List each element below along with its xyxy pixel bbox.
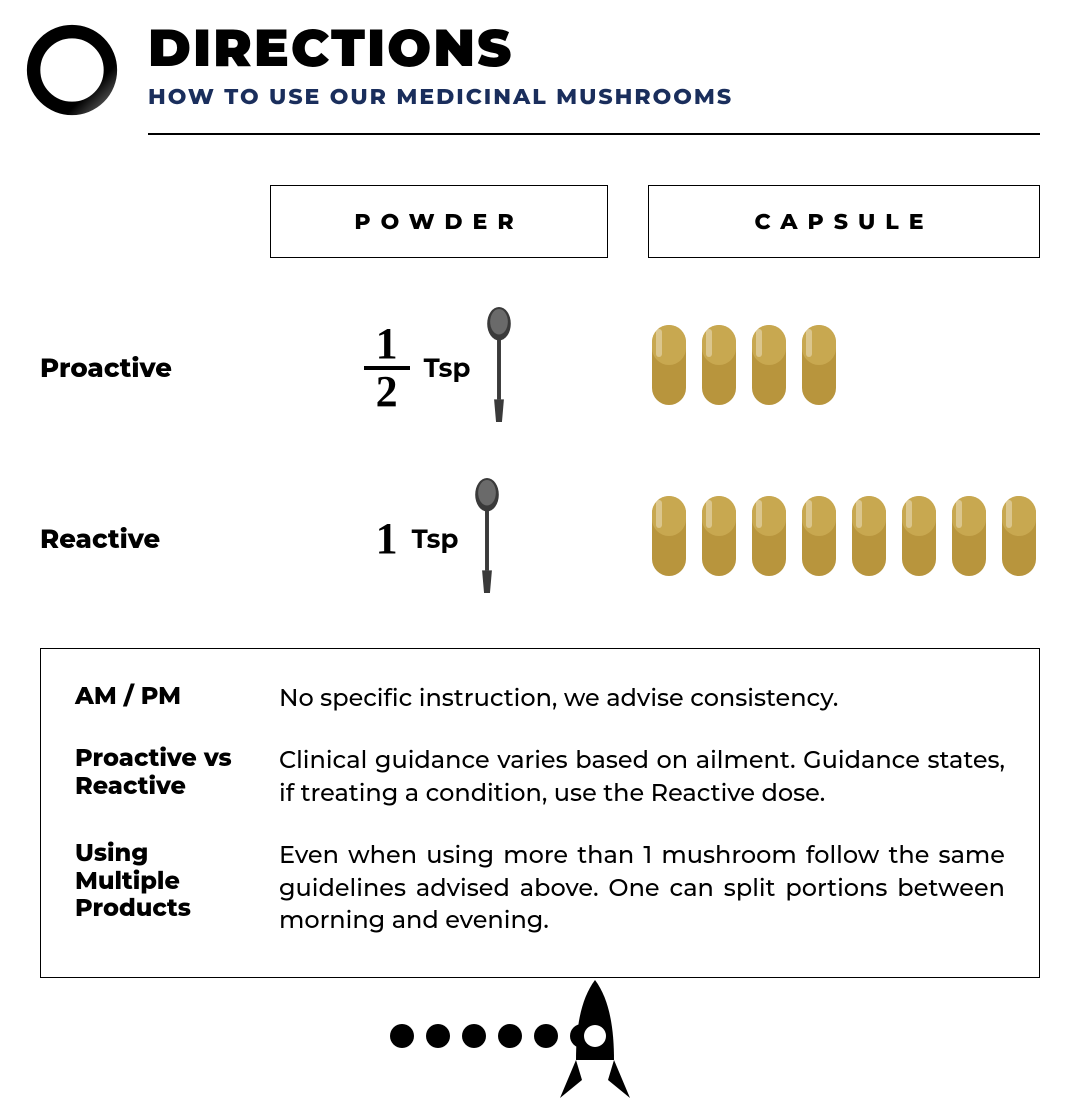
footer-dot bbox=[390, 1024, 414, 1048]
notes-box: AM / PM No specific instruction, we advi… bbox=[40, 648, 1040, 978]
capsule-cell-reactive bbox=[648, 490, 1040, 587]
unit-label: Tsp bbox=[412, 523, 459, 555]
spoon-icon bbox=[484, 306, 514, 429]
powder-cell-proactive: 1 2 Tsp bbox=[270, 306, 608, 429]
note-label-am-pm: AM / PM bbox=[75, 683, 255, 711]
unit-label: Tsp bbox=[424, 352, 471, 384]
capsule-icon bbox=[648, 319, 690, 416]
footer-ornament bbox=[0, 980, 1080, 1100]
footer-dot bbox=[498, 1024, 522, 1048]
capsule-icon bbox=[698, 490, 740, 587]
logo-ring-icon bbox=[24, 18, 120, 123]
page-title: DIRECTIONS bbox=[148, 22, 1040, 77]
note-body-am-pm: No specific instruction, we advise consi… bbox=[279, 683, 1005, 715]
capsule-cell-proactive bbox=[648, 319, 1040, 416]
capsule-icon bbox=[748, 490, 790, 587]
footer-dot bbox=[462, 1024, 486, 1048]
page-subtitle: HOW TO USE OUR MEDICINAL MUSHROOMS bbox=[148, 83, 1040, 110]
capsule-icon bbox=[898, 490, 940, 587]
footer-dot bbox=[426, 1024, 450, 1048]
fraction-numerator: 1 bbox=[376, 324, 398, 364]
capsule-icon bbox=[648, 490, 690, 587]
note-body-multiple: Even when using more than 1 mushroom fol… bbox=[279, 840, 1005, 937]
dosage-grid: POWDER CAPSULE Proactive 1 2 Tsp bbox=[40, 185, 1040, 600]
note-label-proactive-vs-reactive: Proactive vs Reactive bbox=[75, 745, 255, 800]
rocket-icon bbox=[550, 980, 640, 1100]
capsule-icon bbox=[948, 490, 990, 587]
powder-cell-reactive: 1 Tsp bbox=[270, 477, 608, 600]
capsule-icon bbox=[748, 319, 790, 416]
column-header-capsule: CAPSULE bbox=[648, 185, 1040, 258]
note-body-proactive-vs-reactive: Clinical guidance varies based on ailmen… bbox=[279, 745, 1005, 810]
fraction-half: 1 2 bbox=[364, 324, 410, 411]
spoon-icon bbox=[472, 477, 502, 600]
capsule-icon bbox=[798, 319, 840, 416]
capsule-icon bbox=[998, 490, 1040, 587]
fraction-denominator: 2 bbox=[376, 372, 398, 412]
note-label-multiple: Using Multiple Products bbox=[75, 840, 255, 923]
whole-number: 1 bbox=[376, 513, 398, 564]
capsule-icon bbox=[848, 490, 890, 587]
row-label-proactive: Proactive bbox=[40, 352, 230, 384]
header: DIRECTIONS HOW TO USE OUR MEDICINAL MUSH… bbox=[0, 0, 1080, 123]
row-label-reactive: Reactive bbox=[40, 523, 230, 555]
capsule-icon bbox=[698, 319, 740, 416]
header-divider bbox=[148, 133, 1040, 135]
title-block: DIRECTIONS HOW TO USE OUR MEDICINAL MUSH… bbox=[148, 18, 1040, 110]
column-header-powder: POWDER bbox=[270, 185, 608, 258]
capsule-icon bbox=[798, 490, 840, 587]
